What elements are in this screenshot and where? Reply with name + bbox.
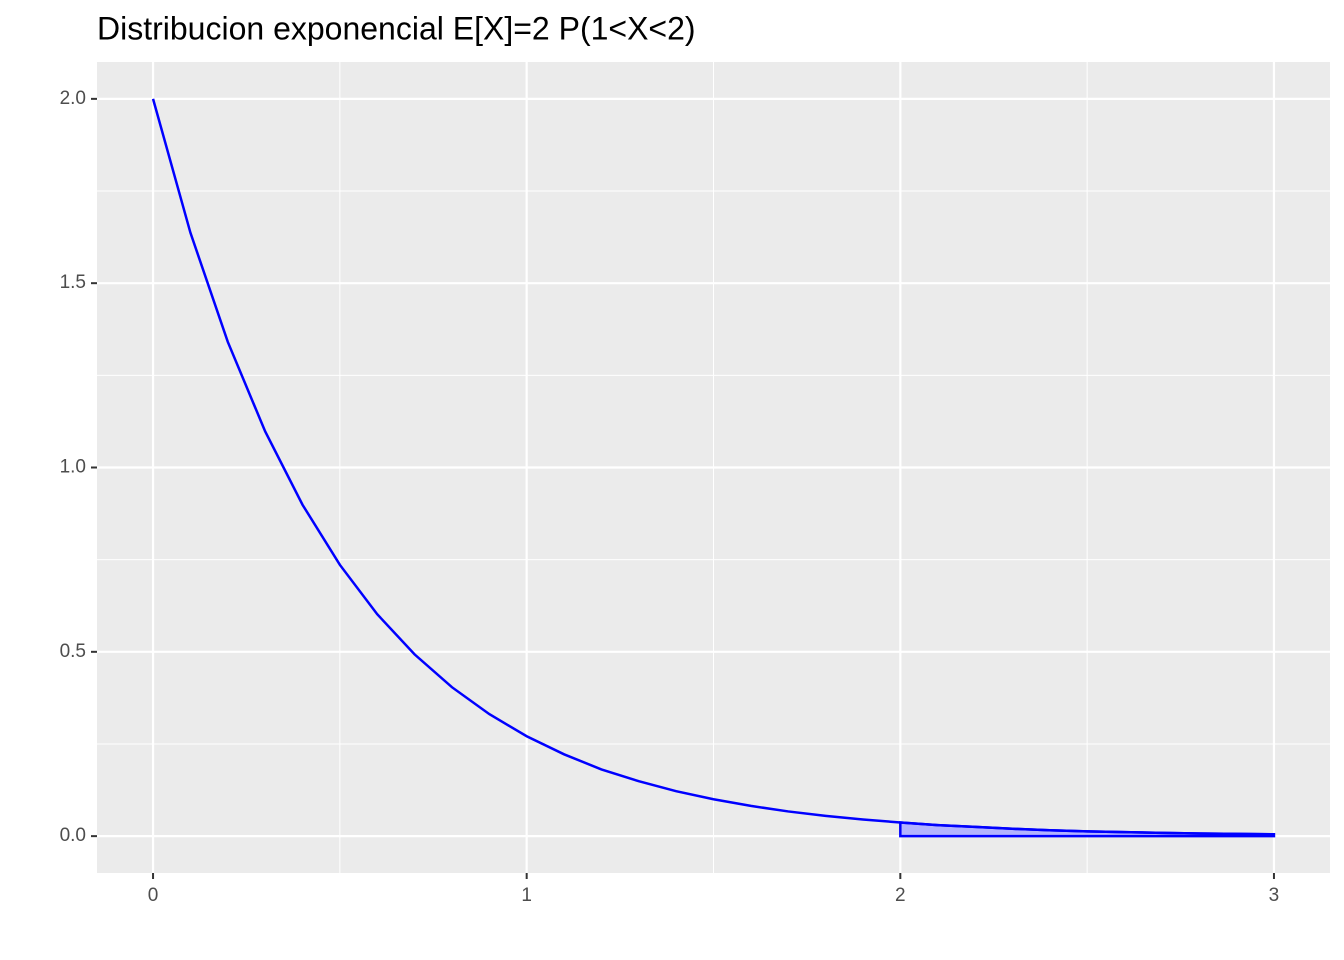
y-tick-label: 0.0 xyxy=(60,825,86,846)
y-tick-label: 0.5 xyxy=(60,641,86,662)
x-tick-label: 0 xyxy=(148,885,159,906)
y-tick-label: 1.5 xyxy=(60,272,86,293)
line xyxy=(151,98,1274,836)
x-tick-label: 2 xyxy=(895,885,906,906)
y-tick-label: 1.0 xyxy=(60,457,86,478)
chart-title: Distribucion exponencial E[X]=2 P(1<X<2) xyxy=(97,10,696,46)
x-tick-label: 1 xyxy=(521,885,532,906)
y-tick-label: 2.0 xyxy=(60,88,86,109)
x-tick-label: 3 xyxy=(1269,885,1280,906)
